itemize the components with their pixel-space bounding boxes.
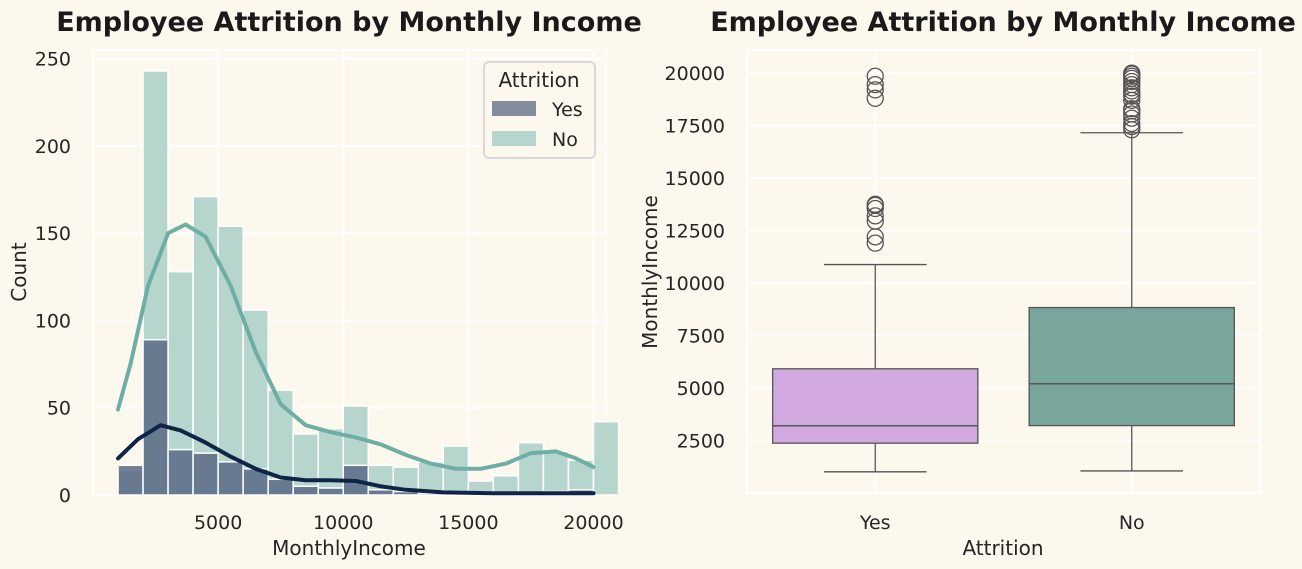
histogram-bar-yes (192, 452, 219, 496)
histogram-bar-yes (117, 464, 144, 496)
boxplot-y-ticks: 2500 5000 7500 10000 12500 15000 17500 20000 (665, 63, 725, 452)
histogram-y-ticks: 0 50 100 150 200 250 (35, 49, 71, 507)
boxplot-y-tick-label: 5000 (677, 378, 725, 400)
histogram-legend: Attrition Yes No (483, 61, 596, 159)
boxplot-boxes (772, 64, 1236, 473)
histogram-bar-no (542, 450, 570, 496)
box-no (1028, 306, 1236, 427)
histogram-y-tick-label: 100 (35, 310, 71, 332)
histogram-x-tick-label: 15000 (438, 512, 498, 534)
box-outlier-point (1123, 109, 1141, 127)
histogram-y-tick-label: 50 (47, 398, 71, 420)
histogram-bar-yes (217, 461, 244, 496)
legend-swatch-yes (492, 101, 536, 116)
legend-label-no: No (552, 129, 578, 151)
histogram-bar-no (192, 195, 219, 496)
histogram-bar-yes (142, 338, 169, 496)
box-outlier-point (866, 89, 884, 107)
box-yes (772, 368, 979, 444)
histogram-x-tick-label: 10000 (313, 512, 373, 534)
histogram-bar-yes (167, 448, 194, 496)
histogram-y-tick-label: 200 (35, 136, 71, 158)
histogram-x-label: MonthlyIncome (272, 536, 426, 560)
boxplot-y-tick-label: 17500 (665, 116, 725, 138)
kde-line-no (116, 222, 596, 471)
histogram-bar-no (317, 427, 344, 496)
kde-line-yes (116, 423, 596, 496)
histogram-bar-yes (267, 478, 294, 496)
boxplot-y-tick-label: 10000 (665, 273, 725, 295)
box-outlier-point (866, 67, 884, 85)
histogram-subplot: 5000 10000 15000 20000 0 50 100 150 200 250 Empl… (7, 7, 642, 560)
histogram-bar-no (292, 433, 319, 496)
boxplot-y-tick-label: 15000 (665, 168, 725, 190)
boxplot-title: Employee Attrition by Monthly Income (710, 7, 1296, 38)
box-outlier-point (866, 75, 884, 94)
histogram-bar-yes (292, 485, 319, 496)
box-outlier-point (866, 207, 884, 225)
histogram-y-label: Count (7, 242, 31, 302)
histogram-kde-lines (116, 222, 596, 496)
histogram-title: Employee Attrition by Monthly Income (56, 7, 642, 38)
histogram-y-tick-label: 150 (35, 223, 71, 245)
boxplot-y-tick-label: 2500 (677, 431, 725, 453)
histogram-bar-yes (317, 487, 344, 496)
boxplot-y-tick-label: 12500 (665, 221, 725, 243)
histogram-y-tick-label: 0 (59, 485, 71, 507)
histogram-bar-no (592, 420, 620, 496)
histogram-x-tick-label: 5000 (194, 512, 242, 534)
legend-label-yes: Yes (551, 99, 583, 121)
box-outlier-point (1123, 100, 1141, 118)
boxplot-y-label: MonthlyIncome (638, 195, 662, 349)
boxplot-x-ticks: Yes No (859, 512, 1145, 534)
histogram-bar-no (517, 441, 545, 496)
legend-title: Attrition (498, 68, 579, 92)
box-outlier-point (866, 81, 884, 99)
boxplot-x-tick-label: No (1119, 512, 1145, 534)
boxplot-x-tick-label: Yes (859, 512, 891, 534)
boxplot-y-tick-label: 20000 (665, 63, 725, 85)
boxplot-y-tick-label: 7500 (677, 326, 725, 348)
boxplot-x-label: Attrition (962, 536, 1043, 560)
histogram-y-tick-label: 250 (35, 49, 71, 71)
box-outlier-point (1123, 64, 1141, 82)
box-outlier-point (866, 234, 884, 252)
boxplot-subplot: Yes No 2500 5000 7500 10000 12500 15000 17500 20… (638, 7, 1296, 560)
box-outlier-point (1123, 114, 1141, 133)
box-outlier-point (866, 195, 884, 213)
histogram-x-tick-label: 20000 (563, 512, 623, 534)
histogram-bar-yes (367, 489, 395, 496)
histogram-x-ticks: 5000 10000 15000 20000 (194, 512, 624, 534)
legend-swatch-no (492, 131, 536, 146)
